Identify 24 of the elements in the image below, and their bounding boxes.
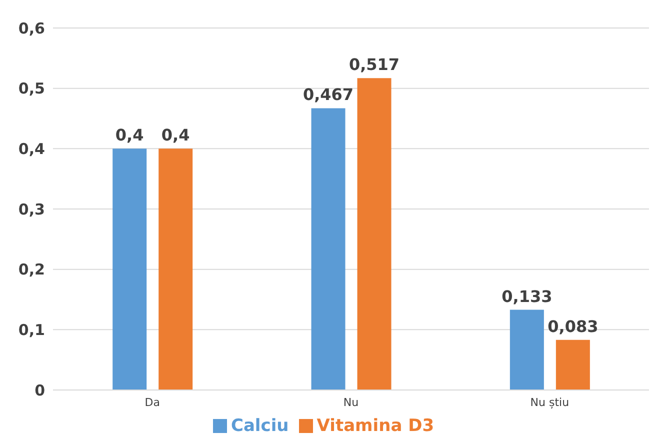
data-label: 0,133 (502, 286, 552, 306)
data-label: 0,517 (348, 55, 400, 74)
bar (311, 108, 346, 390)
x-tick-label: Nu (343, 396, 359, 409)
bar (158, 148, 193, 390)
bar (510, 310, 544, 390)
data-label: 0,467 (302, 85, 354, 104)
y-tick-label: 0 (34, 381, 45, 400)
x-tick-label: Nu știu (530, 396, 570, 409)
legend-label: Vitamina D3 (316, 416, 434, 436)
y-tick-label: 0,1 (18, 320, 45, 339)
y-tick-label: 0,5 (18, 80, 45, 98)
data-label: 0,4 (115, 126, 144, 145)
y-tick-label: 0,2 (18, 260, 45, 279)
bar (556, 340, 590, 390)
y-tick-label: 0,4 (18, 140, 45, 158)
data-label: 0,4 (161, 126, 190, 145)
data-label: 0,083 (548, 316, 598, 336)
legend-label: Calciu (230, 416, 289, 436)
bar (112, 148, 147, 390)
y-tick-label: 0,3 (18, 200, 45, 218)
y-tick-label: 0,6 (18, 19, 45, 38)
bar (357, 78, 392, 390)
x-tick-label: Da (144, 396, 160, 409)
